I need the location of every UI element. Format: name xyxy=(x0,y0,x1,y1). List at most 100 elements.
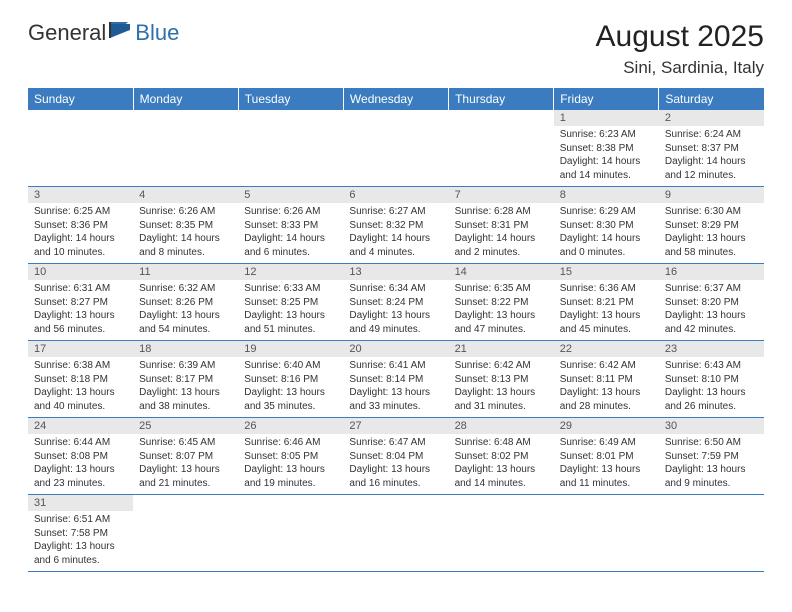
day-number: 30 xyxy=(659,418,764,434)
day-details: Sunrise: 6:46 AMSunset: 8:05 PMDaylight:… xyxy=(238,434,343,494)
day-details: Sunrise: 6:23 AMSunset: 8:38 PMDaylight:… xyxy=(554,126,659,186)
day-number: 10 xyxy=(28,264,133,280)
day-details: Sunrise: 6:35 AMSunset: 8:22 PMDaylight:… xyxy=(449,280,554,340)
calendar-cell xyxy=(449,495,554,572)
day-number: 18 xyxy=(133,341,238,357)
day-details: Sunrise: 6:36 AMSunset: 8:21 PMDaylight:… xyxy=(554,280,659,340)
calendar-cell: 13Sunrise: 6:34 AMSunset: 8:24 PMDayligh… xyxy=(343,264,448,341)
calendar-cell xyxy=(28,110,133,187)
calendar-cell: 4Sunrise: 6:26 AMSunset: 8:35 PMDaylight… xyxy=(133,187,238,264)
day-details: Sunrise: 6:42 AMSunset: 8:11 PMDaylight:… xyxy=(554,357,659,417)
page-title: August 2025 xyxy=(596,20,764,54)
day-details: Sunrise: 6:41 AMSunset: 8:14 PMDaylight:… xyxy=(343,357,448,417)
calendar-cell: 23Sunrise: 6:43 AMSunset: 8:10 PMDayligh… xyxy=(659,341,764,418)
calendar-cell xyxy=(343,110,448,187)
flag-icon xyxy=(108,20,134,46)
day-details: Sunrise: 6:26 AMSunset: 8:33 PMDaylight:… xyxy=(238,203,343,263)
day-number: 8 xyxy=(554,187,659,203)
calendar-cell: 11Sunrise: 6:32 AMSunset: 8:26 PMDayligh… xyxy=(133,264,238,341)
calendar-cell: 17Sunrise: 6:38 AMSunset: 8:18 PMDayligh… xyxy=(28,341,133,418)
calendar-cell xyxy=(133,495,238,572)
day-details: Sunrise: 6:39 AMSunset: 8:17 PMDaylight:… xyxy=(133,357,238,417)
day-number: 12 xyxy=(238,264,343,280)
day-details: Sunrise: 6:38 AMSunset: 8:18 PMDaylight:… xyxy=(28,357,133,417)
calendar-cell: 5Sunrise: 6:26 AMSunset: 8:33 PMDaylight… xyxy=(238,187,343,264)
calendar-cell: 29Sunrise: 6:49 AMSunset: 8:01 PMDayligh… xyxy=(554,418,659,495)
day-number: 11 xyxy=(133,264,238,280)
calendar-cell: 6Sunrise: 6:27 AMSunset: 8:32 PMDaylight… xyxy=(343,187,448,264)
day-details: Sunrise: 6:31 AMSunset: 8:27 PMDaylight:… xyxy=(28,280,133,340)
day-number: 29 xyxy=(554,418,659,434)
calendar-cell: 21Sunrise: 6:42 AMSunset: 8:13 PMDayligh… xyxy=(449,341,554,418)
calendar-cell: 3Sunrise: 6:25 AMSunset: 8:36 PMDaylight… xyxy=(28,187,133,264)
day-details: Sunrise: 6:24 AMSunset: 8:37 PMDaylight:… xyxy=(659,126,764,186)
title-block: August 2025 Sini, Sardinia, Italy xyxy=(596,20,764,78)
calendar-cell xyxy=(238,495,343,572)
calendar-cell: 2Sunrise: 6:24 AMSunset: 8:37 PMDaylight… xyxy=(659,110,764,187)
calendar-cell: 27Sunrise: 6:47 AMSunset: 8:04 PMDayligh… xyxy=(343,418,448,495)
day-number: 25 xyxy=(133,418,238,434)
day-details: Sunrise: 6:34 AMSunset: 8:24 PMDaylight:… xyxy=(343,280,448,340)
day-number: 3 xyxy=(28,187,133,203)
day-number: 27 xyxy=(343,418,448,434)
calendar-cell: 19Sunrise: 6:40 AMSunset: 8:16 PMDayligh… xyxy=(238,341,343,418)
day-details: Sunrise: 6:33 AMSunset: 8:25 PMDaylight:… xyxy=(238,280,343,340)
day-details: Sunrise: 6:29 AMSunset: 8:30 PMDaylight:… xyxy=(554,203,659,263)
weekday-header: Sunday xyxy=(28,88,133,110)
calendar-cell: 25Sunrise: 6:45 AMSunset: 8:07 PMDayligh… xyxy=(133,418,238,495)
day-details: Sunrise: 6:48 AMSunset: 8:02 PMDaylight:… xyxy=(449,434,554,494)
day-number: 19 xyxy=(238,341,343,357)
day-details: Sunrise: 6:50 AMSunset: 7:59 PMDaylight:… xyxy=(659,434,764,494)
calendar-table: SundayMondayTuesdayWednesdayThursdayFrid… xyxy=(28,88,764,572)
weekday-header: Monday xyxy=(133,88,238,110)
day-number: 7 xyxy=(449,187,554,203)
day-details: Sunrise: 6:44 AMSunset: 8:08 PMDaylight:… xyxy=(28,434,133,494)
day-details: Sunrise: 6:27 AMSunset: 8:32 PMDaylight:… xyxy=(343,203,448,263)
weekday-header: Wednesday xyxy=(343,88,448,110)
day-number: 6 xyxy=(343,187,448,203)
calendar-cell: 18Sunrise: 6:39 AMSunset: 8:17 PMDayligh… xyxy=(133,341,238,418)
weekday-header: Friday xyxy=(554,88,659,110)
calendar-cell: 24Sunrise: 6:44 AMSunset: 8:08 PMDayligh… xyxy=(28,418,133,495)
weekday-header: Thursday xyxy=(449,88,554,110)
calendar-cell: 20Sunrise: 6:41 AMSunset: 8:14 PMDayligh… xyxy=(343,341,448,418)
weekday-header: Saturday xyxy=(659,88,764,110)
calendar-cell: 30Sunrise: 6:50 AMSunset: 7:59 PMDayligh… xyxy=(659,418,764,495)
day-number: 28 xyxy=(449,418,554,434)
day-details: Sunrise: 6:37 AMSunset: 8:20 PMDaylight:… xyxy=(659,280,764,340)
day-details: Sunrise: 6:42 AMSunset: 8:13 PMDaylight:… xyxy=(449,357,554,417)
calendar-cell xyxy=(238,110,343,187)
day-number: 21 xyxy=(449,341,554,357)
header: General Blue August 2025 Sini, Sardinia,… xyxy=(28,20,764,78)
day-details: Sunrise: 6:30 AMSunset: 8:29 PMDaylight:… xyxy=(659,203,764,263)
day-details: Sunrise: 6:40 AMSunset: 8:16 PMDaylight:… xyxy=(238,357,343,417)
calendar-cell: 10Sunrise: 6:31 AMSunset: 8:27 PMDayligh… xyxy=(28,264,133,341)
day-details: Sunrise: 6:32 AMSunset: 8:26 PMDaylight:… xyxy=(133,280,238,340)
calendar-cell: 28Sunrise: 6:48 AMSunset: 8:02 PMDayligh… xyxy=(449,418,554,495)
weekday-header: Tuesday xyxy=(238,88,343,110)
calendar-cell: 9Sunrise: 6:30 AMSunset: 8:29 PMDaylight… xyxy=(659,187,764,264)
day-number: 2 xyxy=(659,110,764,126)
calendar-cell: 15Sunrise: 6:36 AMSunset: 8:21 PMDayligh… xyxy=(554,264,659,341)
calendar-cell xyxy=(343,495,448,572)
calendar-cell xyxy=(133,110,238,187)
day-details: Sunrise: 6:49 AMSunset: 8:01 PMDaylight:… xyxy=(554,434,659,494)
day-number: 17 xyxy=(28,341,133,357)
calendar-cell: 26Sunrise: 6:46 AMSunset: 8:05 PMDayligh… xyxy=(238,418,343,495)
day-number: 13 xyxy=(343,264,448,280)
day-number: 23 xyxy=(659,341,764,357)
calendar-cell: 7Sunrise: 6:28 AMSunset: 8:31 PMDaylight… xyxy=(449,187,554,264)
day-number: 4 xyxy=(133,187,238,203)
day-number: 20 xyxy=(343,341,448,357)
day-number: 24 xyxy=(28,418,133,434)
logo-text-2: Blue xyxy=(135,20,179,46)
calendar-cell: 22Sunrise: 6:42 AMSunset: 8:11 PMDayligh… xyxy=(554,341,659,418)
calendar-cell: 8Sunrise: 6:29 AMSunset: 8:30 PMDaylight… xyxy=(554,187,659,264)
day-details: Sunrise: 6:25 AMSunset: 8:36 PMDaylight:… xyxy=(28,203,133,263)
calendar-cell xyxy=(554,495,659,572)
calendar-cell xyxy=(659,495,764,572)
logo: General Blue xyxy=(28,20,179,46)
day-details: Sunrise: 6:43 AMSunset: 8:10 PMDaylight:… xyxy=(659,357,764,417)
logo-text-1: General xyxy=(28,20,106,46)
day-number: 22 xyxy=(554,341,659,357)
